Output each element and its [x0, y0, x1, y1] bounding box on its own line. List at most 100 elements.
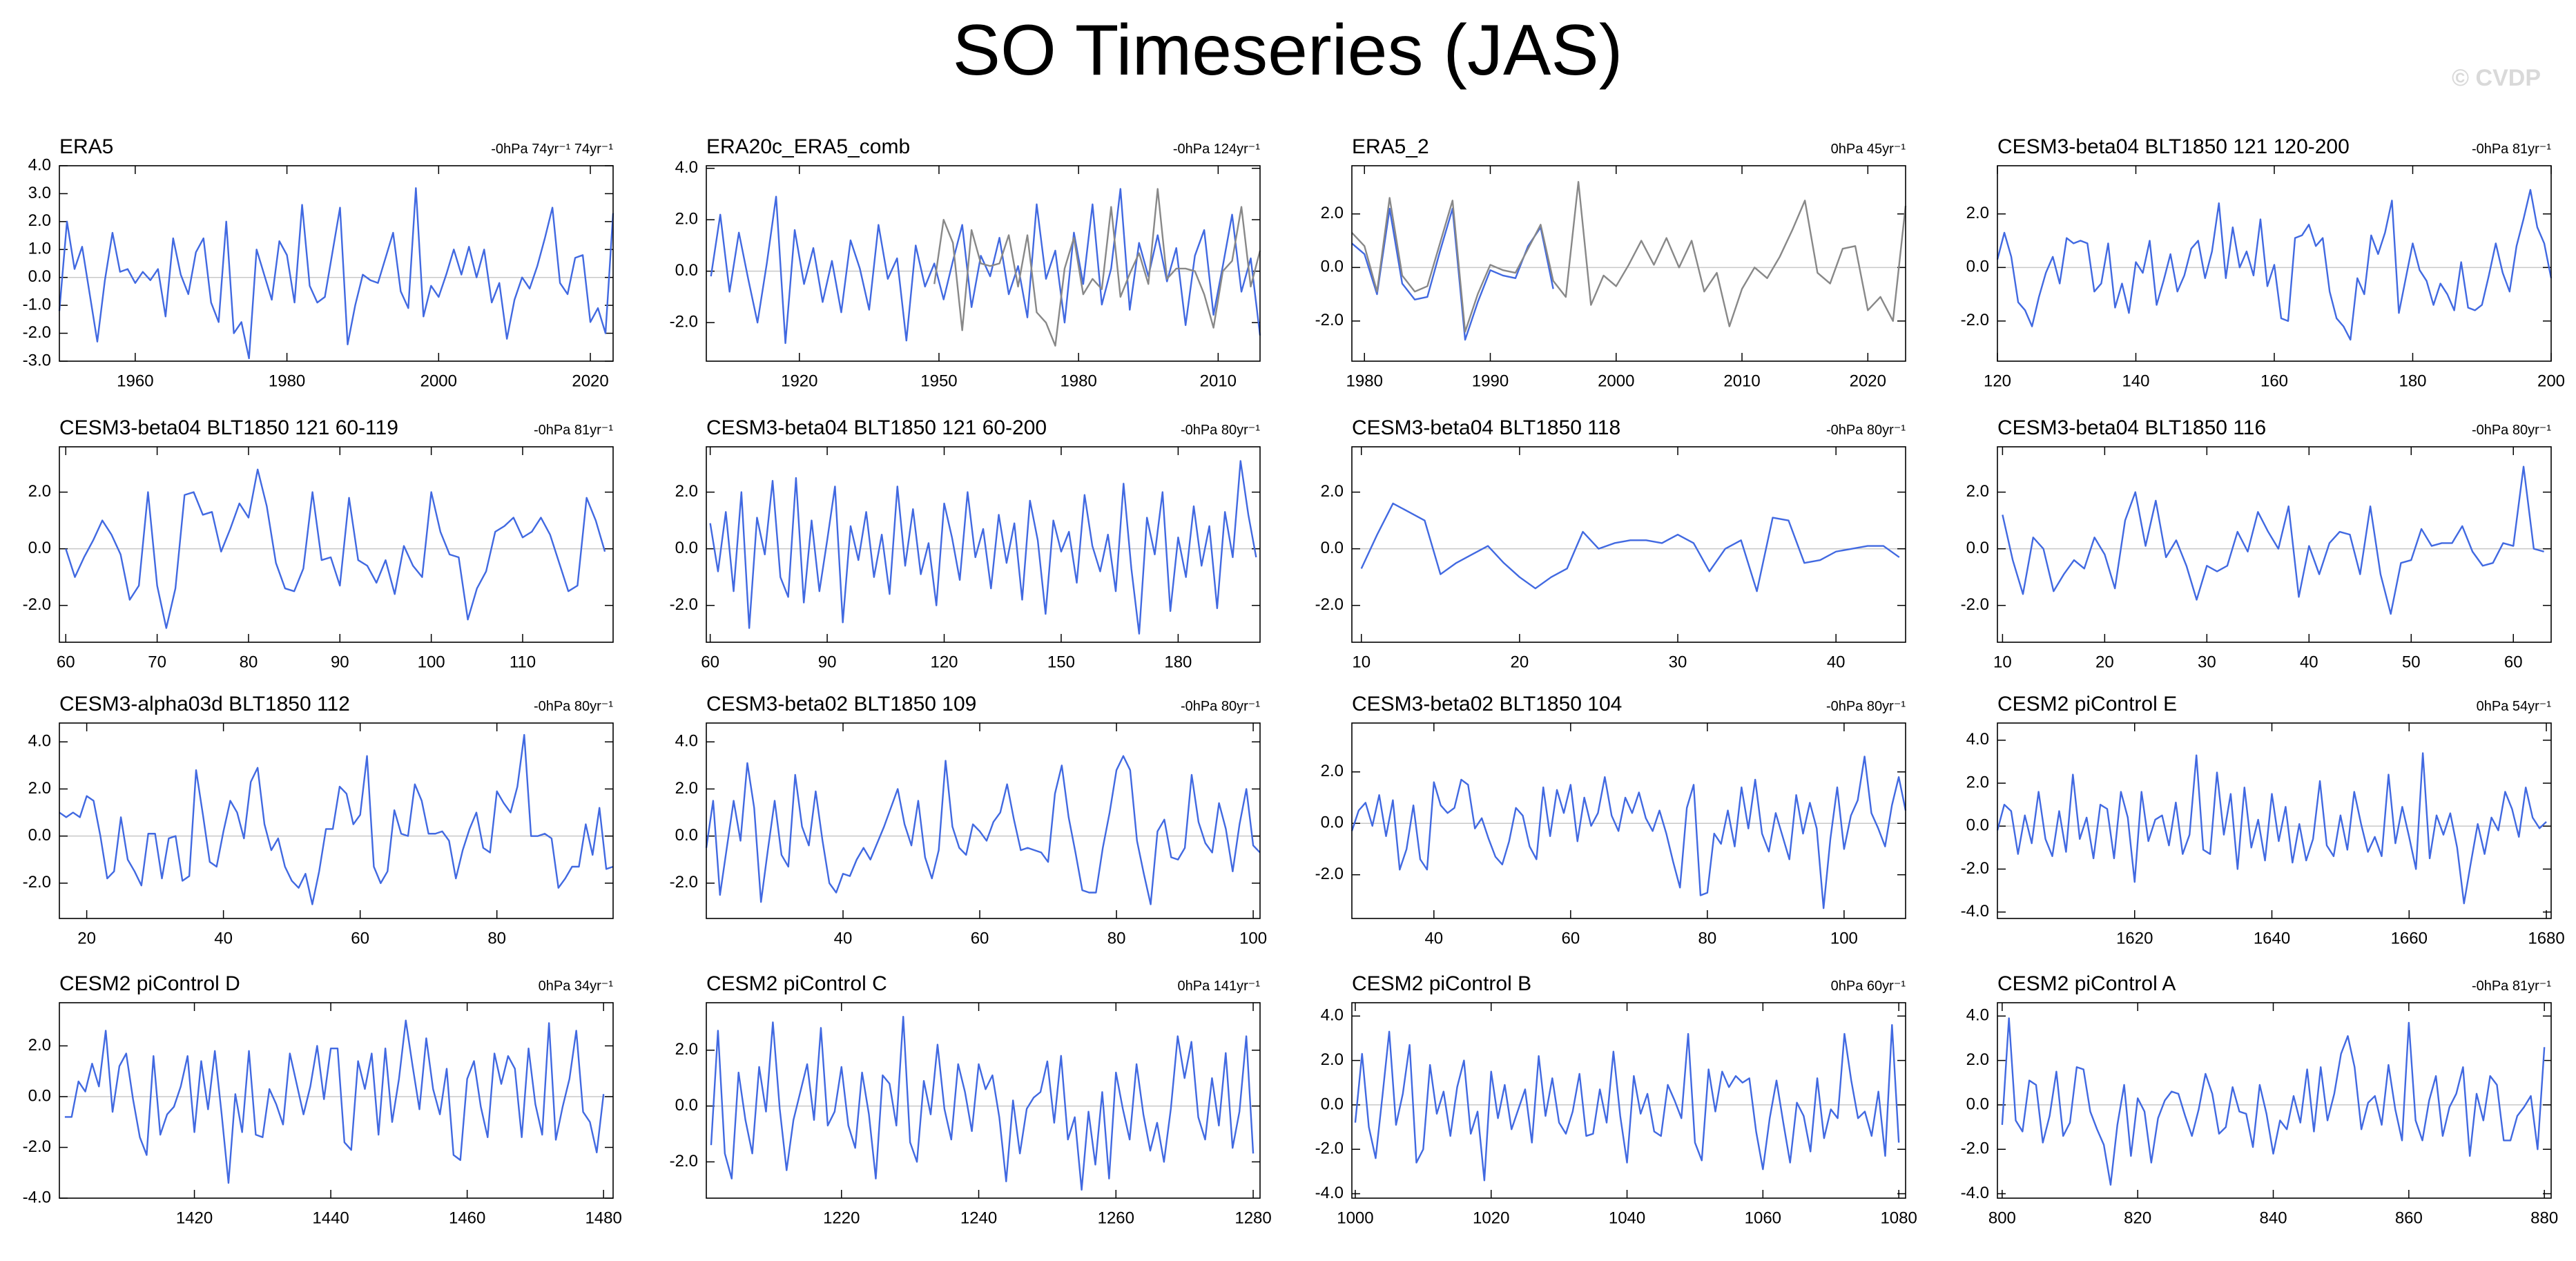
panel-title: CESM3-beta04 BLT1850 121 60-119: [59, 416, 398, 439]
panel-subtitle: 0hPa 54yr⁻¹: [2477, 699, 2552, 714]
y-tick-label: 2.0: [28, 1036, 51, 1055]
y-tick-label: -2.0: [1315, 865, 1344, 883]
y-tick-label: 4.0: [28, 732, 51, 751]
panel-subtitle: 0hPa 60yr⁻¹: [1831, 979, 1906, 994]
x-tick-label: 1980: [1346, 372, 1383, 390]
x-tick-label: 110: [510, 653, 536, 671]
plot-frame: [706, 722, 1261, 919]
x-tick-label: 1680: [2528, 929, 2564, 947]
y-tick-label: 2.0: [1321, 482, 1344, 501]
x-tick-label: 1000: [1337, 1209, 1373, 1227]
panel-subtitle: -0hPa 74yr⁻¹ 74yr⁻¹: [491, 142, 613, 157]
x-tick-label: 820: [2124, 1209, 2151, 1227]
panel-subtitle: -0hPa 81yr⁻¹: [534, 423, 613, 438]
x-tick-label: 20: [2095, 653, 2114, 671]
y-tick-label: -2.0: [23, 873, 51, 892]
panel-subtitle: 0hPa 141yr⁻¹: [1177, 979, 1260, 994]
plot-frame: [59, 446, 614, 643]
panel-title: ERA5: [59, 135, 113, 158]
y-tick-label: -2.0: [1961, 311, 1989, 329]
x-tick-label: 1080: [1880, 1209, 1917, 1227]
panel-subtitle: 0hPa 45yr⁻¹: [1831, 142, 1906, 157]
x-tick-label: 1920: [781, 372, 817, 390]
x-tick-label: 90: [818, 653, 837, 671]
y-tick-label: -2.0: [670, 595, 698, 614]
plot-frame: [59, 165, 614, 362]
panel-subtitle: -0hPa 124yr⁻¹: [1173, 142, 1261, 157]
x-tick-label: 100: [418, 653, 445, 671]
x-tick-label: 60: [1561, 929, 1580, 947]
panel-subtitle: -0hPa 80yr⁻¹: [2472, 423, 2551, 438]
y-tick-label: 4.0: [675, 732, 698, 751]
y-tick-label: -4.0: [1961, 902, 1989, 921]
x-tick-label: 1480: [585, 1209, 621, 1227]
panel-subtitle: -0hPa 81yr⁻¹: [2472, 979, 2551, 994]
y-tick-label: 0.0: [28, 826, 51, 845]
plot-frame: [706, 165, 1261, 362]
series-line: [1996, 752, 2547, 905]
x-tick-label: 1960: [117, 372, 153, 390]
y-tick-label: 0.0: [1321, 258, 1344, 276]
x-tick-label: 1220: [823, 1209, 860, 1227]
y-tick-label: -2.0: [670, 873, 698, 892]
x-tick-label: 1660: [2391, 929, 2428, 947]
series-line: [933, 188, 1261, 347]
x-tick-label: 80: [1107, 929, 1126, 947]
y-tick-label: -1.0: [23, 295, 51, 314]
x-tick-label: 1620: [2116, 929, 2153, 947]
y-tick-label: -2.0: [1315, 1139, 1344, 1158]
y-tick-label: -2.0: [1315, 595, 1344, 614]
x-tick-label: 100: [1239, 929, 1267, 947]
y-tick-label: 4.0: [1966, 730, 1989, 749]
y-tick-label: -2.0: [670, 312, 698, 331]
panel-subtitle: -0hPa 80yr⁻¹: [1181, 423, 1260, 438]
y-tick-label: 2.0: [28, 482, 51, 501]
y-tick-label: 3.0: [28, 184, 51, 202]
panel-title: CESM2 piControl D: [59, 972, 240, 995]
x-tick-label: 140: [2122, 372, 2149, 390]
x-tick-label: 2000: [420, 372, 457, 390]
y-tick-label: 0.0: [28, 539, 51, 557]
x-tick-label: 1980: [269, 372, 305, 390]
x-tick-label: 200: [2537, 372, 2565, 390]
panel-title: CESM3-beta04 BLT1850 121 120-200: [1997, 135, 2350, 158]
x-tick-label: 100: [1830, 929, 1858, 947]
y-tick-label: -2.0: [670, 1152, 698, 1171]
x-tick-label: 1990: [1472, 372, 1509, 390]
x-tick-label: 60: [57, 653, 75, 671]
series-line: [710, 188, 1261, 345]
y-tick-label: 0.0: [675, 1096, 698, 1115]
x-tick-label: 20: [77, 929, 96, 947]
y-tick-label: 2.0: [1321, 762, 1344, 780]
panel-title: CESM3-beta04 BLT1850 116: [1997, 416, 2266, 439]
series-line: [64, 1019, 605, 1184]
panel-title: CESM2 piControl A: [1997, 972, 2176, 995]
y-tick-label: 4.0: [28, 155, 51, 174]
x-tick-label: 1460: [449, 1209, 485, 1227]
x-tick-label: 1420: [176, 1209, 213, 1227]
x-tick-label: 40: [1424, 929, 1443, 947]
y-tick-label: 0.0: [1321, 539, 1344, 557]
y-tick-label: 0.0: [675, 826, 698, 845]
y-tick-label: 2.0: [1321, 1050, 1344, 1069]
y-tick-label: 0.0: [1966, 539, 1989, 557]
x-tick-label: 80: [487, 929, 506, 947]
x-tick-label: 60: [2504, 653, 2523, 671]
plot-frame: [1997, 446, 2552, 643]
x-tick-label: 2000: [1598, 372, 1634, 390]
y-tick-label: 2.0: [1966, 482, 1989, 501]
x-tick-label: 60: [701, 653, 719, 671]
x-tick-label: 160: [2260, 372, 2288, 390]
panel-title: CESM2 piControl C: [706, 972, 887, 995]
panel-title: CESM3-beta02 BLT1850 104: [1352, 693, 1622, 715]
series-line: [58, 187, 614, 360]
series-line: [2002, 465, 2544, 615]
y-tick-label: 2.0: [675, 779, 698, 798]
x-tick-label: 2020: [1850, 372, 1886, 390]
x-tick-label: 1280: [1234, 1209, 1271, 1227]
panel-subtitle: -0hPa 80yr⁻¹: [1826, 423, 1906, 438]
y-tick-label: 2.0: [1966, 1050, 1989, 1069]
panel-subtitle: 0hPa 34yr⁻¹: [539, 979, 614, 994]
x-tick-label: 1260: [1098, 1209, 1134, 1227]
